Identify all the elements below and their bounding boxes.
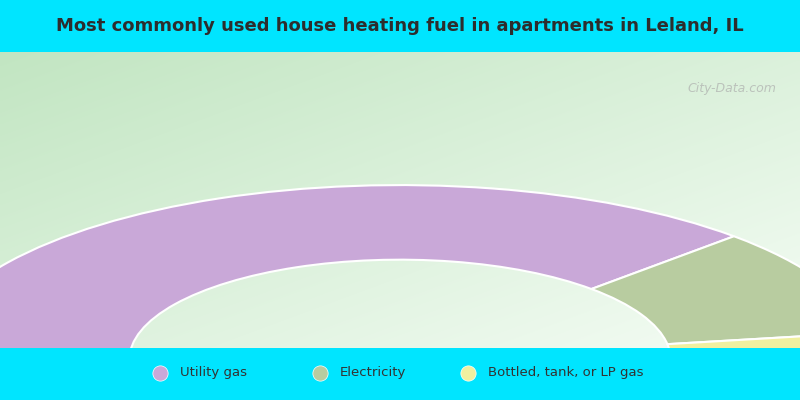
Text: Electricity: Electricity bbox=[340, 366, 406, 380]
Text: Utility gas: Utility gas bbox=[180, 366, 247, 380]
Text: Most commonly used house heating fuel in apartments in Leland, IL: Most commonly used house heating fuel in… bbox=[56, 17, 744, 35]
Text: Bottled, tank, or LP gas: Bottled, tank, or LP gas bbox=[488, 366, 643, 380]
Wedge shape bbox=[667, 332, 800, 360]
Wedge shape bbox=[591, 236, 800, 344]
Wedge shape bbox=[0, 185, 734, 360]
Text: City-Data.com: City-Data.com bbox=[687, 82, 776, 94]
